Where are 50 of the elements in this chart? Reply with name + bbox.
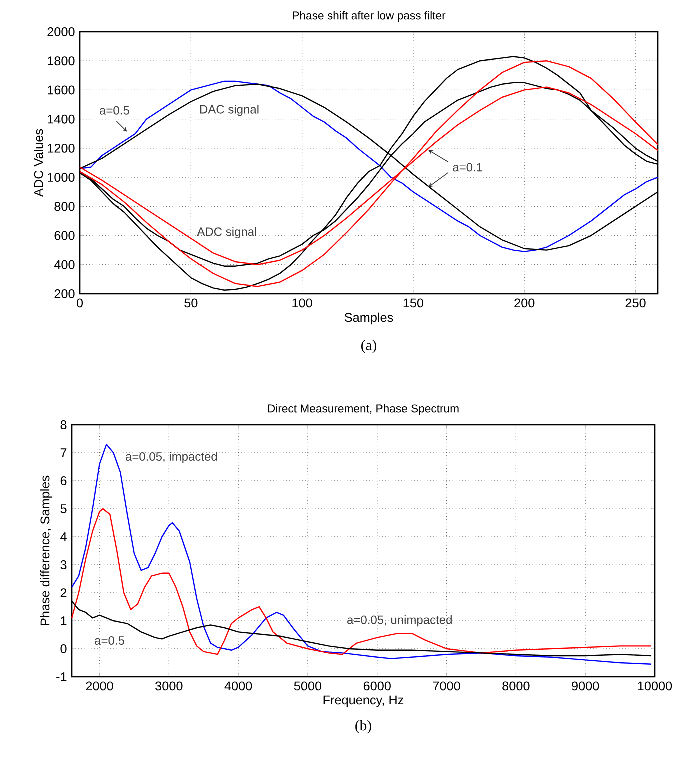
x-tick-label: 50 bbox=[184, 298, 198, 308]
y-tick-label: 2000 bbox=[48, 28, 75, 36]
x-axis-title: Frequency, Hz bbox=[324, 696, 404, 708]
annotation: DAC signal bbox=[200, 104, 259, 116]
chart-title: Direct Measurement, Phase Spectrum bbox=[268, 404, 459, 415]
x-tick-label: 9000 bbox=[572, 682, 600, 691]
annotation: a=0.1 bbox=[453, 163, 482, 172]
y-tick-label: 0 bbox=[60, 644, 67, 654]
x-tick-label: 10000 bbox=[638, 682, 672, 691]
x-tick-label: 100 bbox=[292, 298, 312, 308]
annotation: a=0.5 bbox=[95, 636, 124, 645]
y-tick-label: 1200 bbox=[48, 144, 75, 153]
annotation: a=0.05, impacted bbox=[126, 452, 218, 464]
x-tick-label: 7000 bbox=[433, 682, 460, 691]
y-tick-label: 400 bbox=[54, 260, 75, 270]
x-tick-label: 2000 bbox=[86, 682, 114, 691]
y-tick-label: 800 bbox=[54, 202, 75, 212]
text: (a) bbox=[361, 340, 376, 354]
y-axis-title: ADC Values bbox=[34, 129, 44, 197]
annotation: a=0.5 bbox=[100, 106, 130, 115]
y-tick-label: 1 bbox=[61, 616, 67, 626]
y-tick-label: 7 bbox=[60, 448, 67, 458]
y-tick-label: 200 bbox=[54, 290, 75, 298]
y-tick-label: 4 bbox=[60, 532, 67, 542]
x-tick-label: 4000 bbox=[224, 682, 252, 691]
y-tick-label: 3 bbox=[60, 560, 67, 570]
text: (b) bbox=[356, 720, 372, 734]
x-tick-label: 150 bbox=[404, 298, 424, 308]
y-tick-label: 5 bbox=[60, 504, 67, 514]
x-tick-label: 250 bbox=[626, 298, 646, 308]
y-axis-title: Phase difference, Samples bbox=[40, 476, 52, 626]
y-tick-label: 2 bbox=[60, 588, 67, 598]
x-tick-label: 5000 bbox=[294, 682, 322, 691]
y-tick-label: -1 bbox=[56, 672, 67, 682]
y-tick-label: 1800 bbox=[48, 56, 75, 66]
x-axis-title: Samples bbox=[344, 312, 394, 325]
y-tick-label: 600 bbox=[54, 231, 75, 240]
annotation: ADC signal bbox=[197, 227, 256, 239]
x-tick-label: 8000 bbox=[502, 682, 530, 691]
y-tick-label: 8 bbox=[60, 420, 67, 430]
x-tick-label: 0 bbox=[76, 298, 84, 308]
chart-title: Phase shift after low pass filter bbox=[293, 11, 446, 22]
annotation: a=0.05, unimpacted bbox=[348, 615, 452, 627]
x-tick-label: 6000 bbox=[364, 682, 391, 691]
y-tick-label: 1400 bbox=[48, 114, 75, 124]
x-tick-label: 200 bbox=[514, 298, 535, 308]
x-tick-label: 3000 bbox=[156, 682, 183, 691]
y-tick-label: 6 bbox=[60, 476, 67, 486]
y-tick-label: 1600 bbox=[48, 86, 75, 95]
y-tick-label: 1000 bbox=[48, 173, 75, 182]
